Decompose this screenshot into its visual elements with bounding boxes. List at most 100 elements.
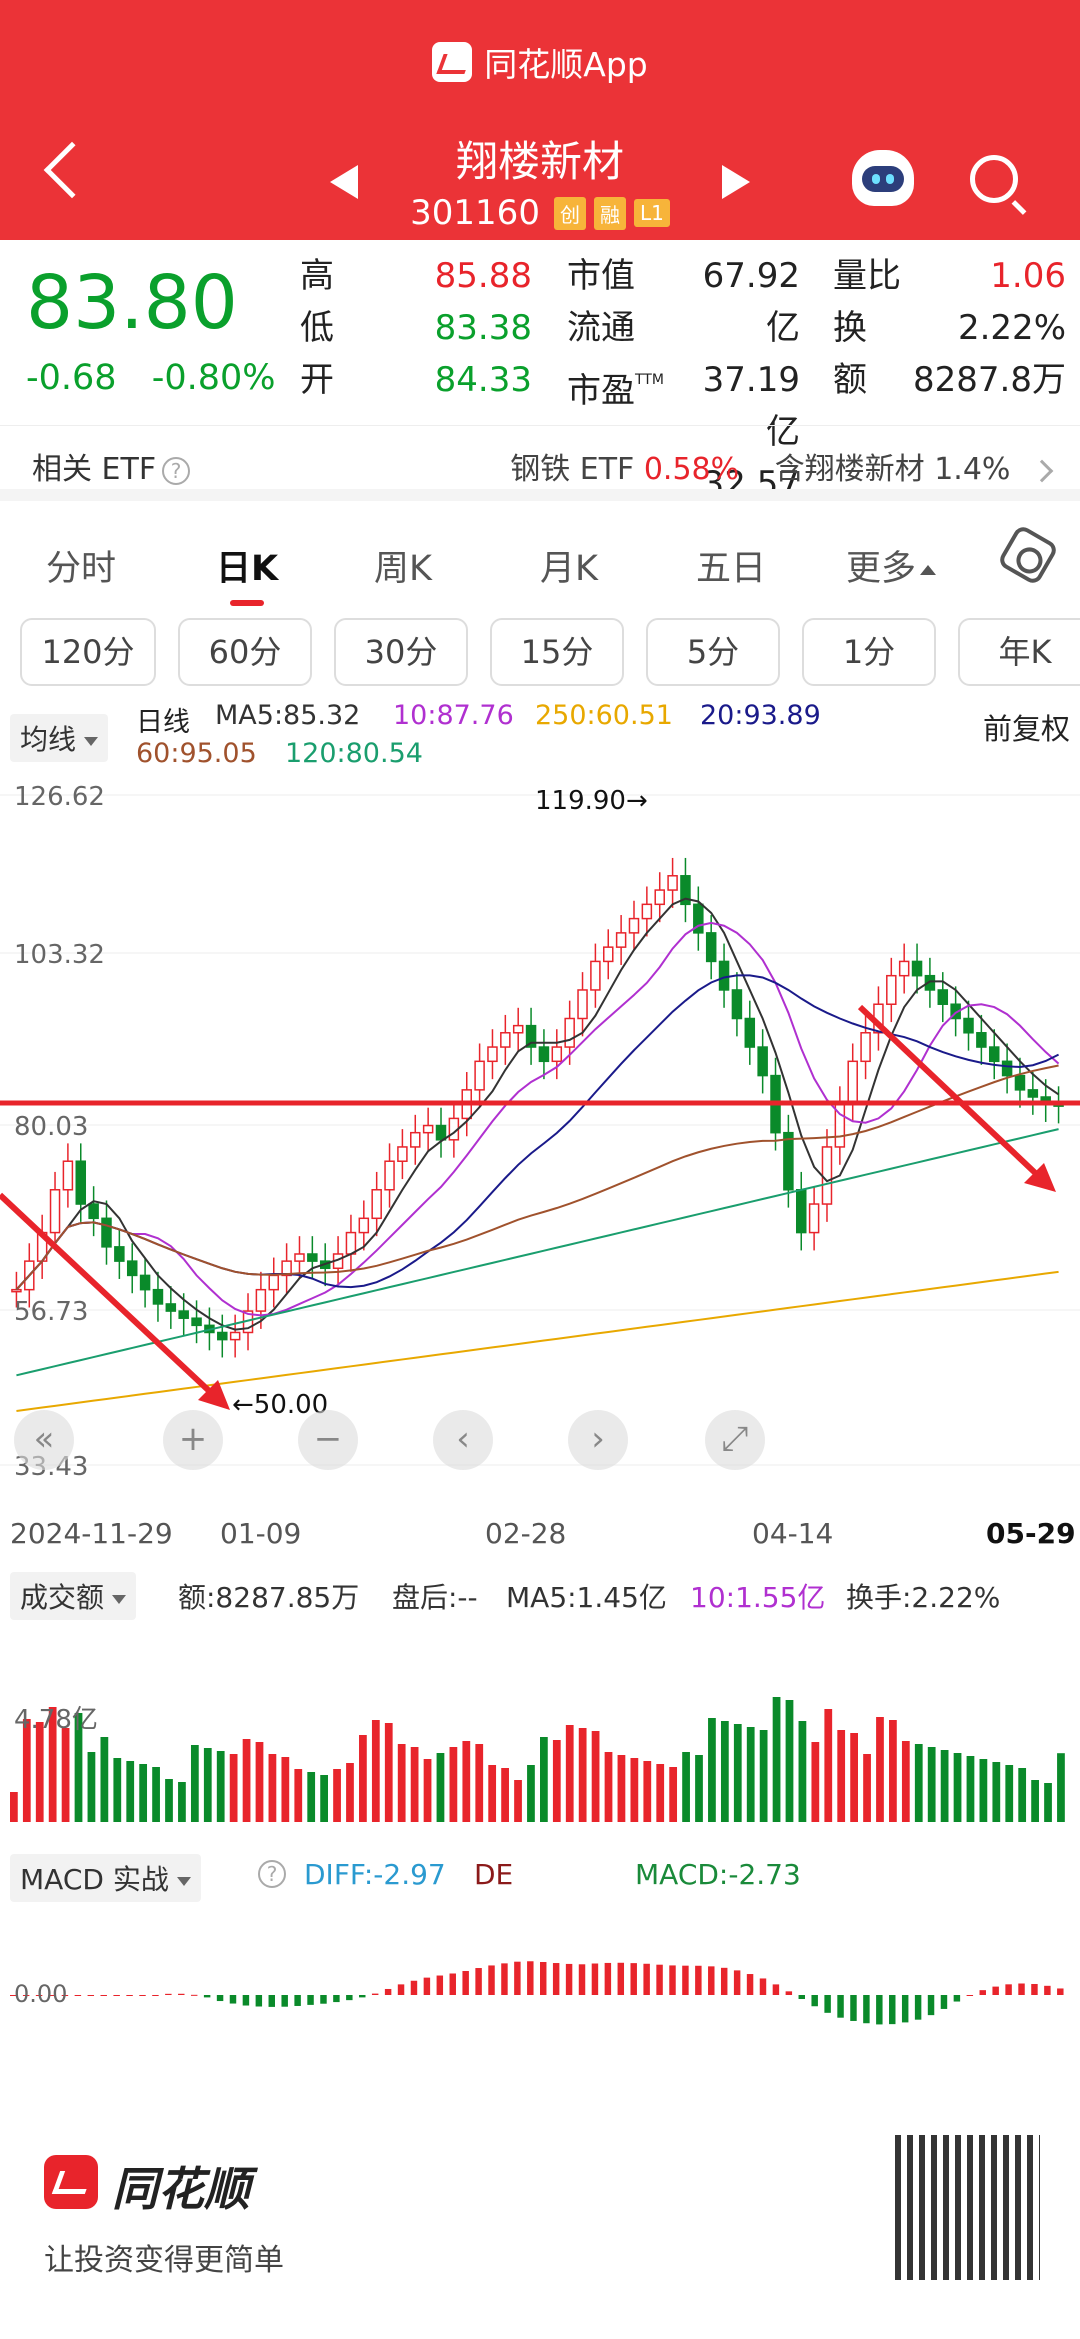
volume-bar <box>824 1709 833 1822</box>
macd-bar <box>10 1995 17 1996</box>
macd-bar <box>1018 1983 1025 1995</box>
pan-left-button[interactable]: ‹ <box>433 1410 493 1470</box>
volume-bar <box>540 1737 548 1822</box>
ma120-line <box>16 1128 1059 1377</box>
ma-dropdown[interactable]: 均线 <box>10 714 109 762</box>
stock-code: 301160 <box>410 193 540 233</box>
search-icon[interactable] <box>970 155 1018 203</box>
volume-bar <box>229 1754 238 1822</box>
macd-bar <box>669 1965 676 1995</box>
volume-bar <box>436 1753 445 1822</box>
volume-bar <box>488 1765 497 1822</box>
volume-bar <box>48 1707 57 1822</box>
volume-bar <box>966 1756 975 1822</box>
macd-dropdown[interactable]: MACD 实战 <box>10 1854 201 1902</box>
volume-bar <box>216 1751 225 1822</box>
ma-period: 日线 <box>136 707 190 738</box>
candle-body <box>229 1331 241 1341</box>
macd-bar <box>229 1995 237 2004</box>
footer-slogan: 让投资变得更简单 <box>44 2243 284 2278</box>
volume-bar <box>371 1720 380 1822</box>
candle-body <box>757 1046 768 1077</box>
btn-5min[interactable]: 5分 <box>646 618 780 686</box>
candle-body <box>397 1146 408 1162</box>
zoom-in-button[interactable]: + <box>163 1410 223 1470</box>
volume-bar <box>811 1742 820 1822</box>
candle-body <box>525 1024 537 1048</box>
pan-right-button[interactable]: › <box>568 1410 628 1470</box>
qr-code-icon[interactable] <box>895 2135 1040 2280</box>
volume-bar <box>126 1761 135 1822</box>
btn-120min[interactable]: 120分 <box>20 618 156 686</box>
ma20-value: 20:93.89 <box>700 700 821 731</box>
btn-30min[interactable]: 30分 <box>334 618 468 686</box>
stock-name: 翔楼新材 <box>455 137 624 186</box>
tab-monthly-k[interactable]: 月K <box>540 549 598 589</box>
btn-year-k[interactable]: 年K <box>958 618 1080 686</box>
volume-bar <box>850 1733 858 1822</box>
macd-bar <box>708 1966 715 1995</box>
tab-five-day[interactable]: 五日 <box>696 549 767 589</box>
robot-assistant-icon[interactable] <box>852 150 914 206</box>
price-change: -0.68 -0.80% <box>26 358 300 398</box>
candle-body <box>564 1017 575 1048</box>
macd-help-icon[interactable]: ? <box>258 1860 286 1888</box>
prev-stock-icon[interactable] <box>330 165 358 199</box>
candle-body <box>847 1060 858 1105</box>
adjust-mode[interactable]: 前复权 <box>982 712 1070 746</box>
ma-legend-bar: 均线 日线 MA5:85.32 10:87.76 250:60.51 20:93… <box>0 700 1080 775</box>
label-pe-text: 市盈 <box>567 371 635 411</box>
btn-15min[interactable]: 15分 <box>490 618 624 686</box>
volume-bar <box>384 1723 393 1822</box>
tab-daily-k[interactable]: 日K <box>216 540 278 606</box>
ma250-line <box>16 1270 1059 1412</box>
zoom-out-button[interactable]: − <box>298 1410 358 1470</box>
label-high: 高 <box>300 256 334 296</box>
macd-bar <box>346 1995 353 2001</box>
candle-body <box>628 917 640 934</box>
macd-bar <box>992 1986 999 1995</box>
volume-bar <box>527 1765 535 1822</box>
candle-body <box>435 1124 447 1141</box>
macd-bar <box>152 1995 159 1996</box>
y-label-top: 126.62 <box>14 782 105 812</box>
ma20-line <box>15 974 1060 1291</box>
candle-body <box>1001 1060 1013 1077</box>
macd-bar <box>22 1995 30 1996</box>
volume-bar <box>617 1755 626 1822</box>
candle-body <box>615 932 627 948</box>
macd-bar <box>384 1988 392 1995</box>
chart-rewind-button[interactable]: « <box>14 1410 74 1470</box>
ma10-line <box>15 921 1060 1317</box>
macd-bar <box>333 1995 340 2003</box>
next-stock-icon[interactable] <box>722 165 750 199</box>
volume-bar <box>281 1757 290 1822</box>
help-icon[interactable]: ? <box>162 456 191 485</box>
volume-bar <box>682 1752 690 1822</box>
etf-info[interactable]: 钢铁 ETF 0.58% 含翔楼新材 1.4% <box>510 444 1054 488</box>
candlestick-chart[interactable]: 126.62 103.32 80.03 56.73 33.43 119.90→ … <box>0 775 1080 1495</box>
volume-bar <box>35 1722 44 1822</box>
macd-bar <box>48 1995 56 1996</box>
candle-body <box>937 989 949 1005</box>
tab-more[interactable]: 更多 <box>846 540 937 591</box>
btn-1min[interactable]: 1分 <box>802 618 936 686</box>
volume-bar <box>333 1769 341 1822</box>
tag-chuang: 创 <box>553 196 586 230</box>
tab-intraday[interactable]: 分时 <box>46 549 117 589</box>
label-pe: 市盈TTM <box>567 354 667 417</box>
fullscreen-button[interactable]: ⤢ <box>705 1410 765 1470</box>
app-title: 同花顺App <box>0 38 1080 86</box>
related-etf-bar[interactable]: 相关 ETF? 钢铁 ETF 0.58% 含翔楼新材 1.4% <box>0 425 1080 501</box>
candle-body <box>62 1160 74 1191</box>
btn-60min[interactable]: 60分 <box>178 618 312 686</box>
candle-body <box>731 989 743 1020</box>
candle-body <box>654 889 665 906</box>
macd-bar <box>876 1995 883 2025</box>
macd-bar <box>682 1965 689 1995</box>
volume-dropdown[interactable]: 成交额 <box>10 1572 137 1620</box>
candle-body <box>88 1203 99 1220</box>
tab-weekly-k[interactable]: 周K <box>374 549 432 589</box>
macd-bar <box>87 1995 95 1996</box>
candle-body <box>358 1217 370 1234</box>
